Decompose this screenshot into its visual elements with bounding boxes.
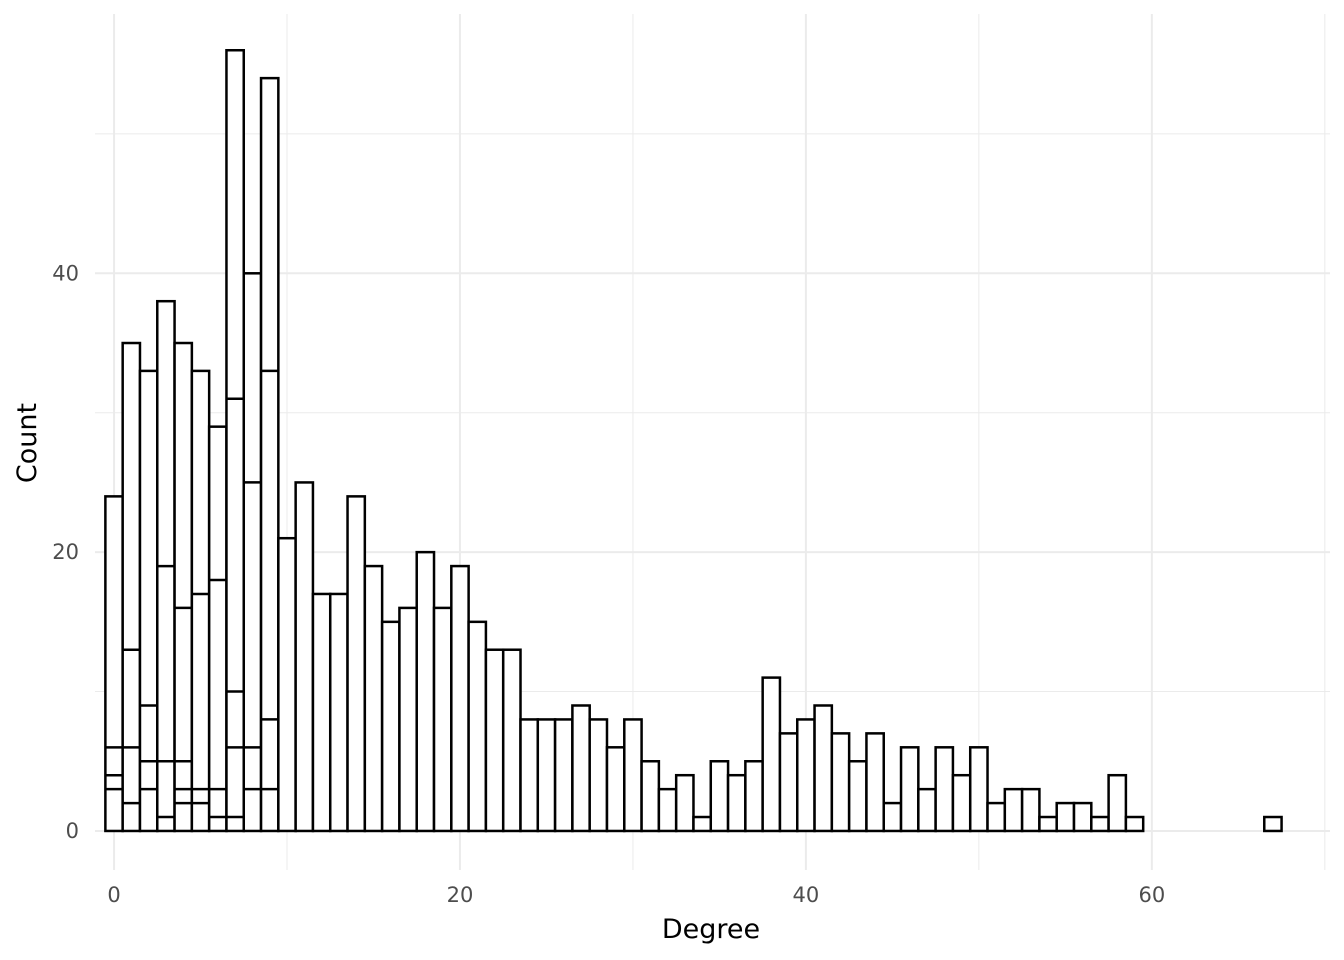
histogram-bar — [432, 606, 453, 833]
histogram-bar — [450, 564, 470, 833]
y-tick-label: 0 — [66, 819, 79, 843]
histogram-bar — [1038, 815, 1058, 833]
histogram-bar — [484, 648, 505, 833]
histogram-bar — [190, 369, 211, 833]
histogram-bars — [104, 48, 1283, 833]
histogram-bar — [277, 536, 297, 833]
histogram-bar — [571, 704, 591, 833]
histogram-bar — [346, 495, 367, 833]
histogram-bar — [709, 760, 730, 833]
histogram-bar — [1263, 815, 1283, 833]
histogram-bar — [173, 341, 194, 833]
histogram-bar — [778, 732, 799, 833]
x-tick-label: 20 — [447, 883, 474, 907]
histogram-bar — [398, 606, 418, 833]
histogram-bar — [813, 704, 834, 833]
histogram-bar — [830, 732, 851, 833]
histogram-bar — [588, 718, 609, 833]
histogram-bar — [917, 787, 937, 833]
x-axis-title: Degree — [662, 914, 760, 945]
histogram-bar — [553, 718, 574, 833]
histogram-bar — [968, 746, 989, 833]
histogram-bar — [1107, 773, 1128, 833]
histogram-bar — [121, 341, 142, 833]
histogram-bar — [796, 718, 816, 833]
histogram-bar — [605, 746, 626, 833]
histogram-bar — [207, 425, 228, 833]
histogram-bar — [467, 620, 488, 833]
histogram-bar — [1124, 815, 1145, 833]
histogram-bar — [501, 648, 522, 833]
histogram-bar — [1072, 801, 1093, 833]
histogram-bar — [657, 787, 678, 833]
x-tick-label: 0 — [107, 883, 120, 907]
histogram-bar — [415, 550, 436, 833]
histogram-bar — [899, 746, 920, 833]
histogram-bar — [847, 760, 868, 833]
x-tick-label: 40 — [793, 883, 820, 907]
histogram-bar — [692, 815, 713, 833]
histogram-bar — [363, 564, 384, 833]
y-tick-label: 40 — [52, 261, 79, 285]
histogram-bar — [623, 718, 643, 833]
histogram-bar — [882, 801, 903, 833]
histogram-bar — [951, 773, 972, 833]
histogram-bar — [519, 718, 540, 833]
histogram-bar — [934, 746, 955, 833]
histogram-bar — [311, 592, 332, 833]
histogram-bar — [328, 592, 349, 833]
histogram-bar — [104, 495, 124, 833]
histogram-bar — [294, 481, 315, 833]
histogram-bar — [536, 718, 557, 833]
histogram-bar — [380, 620, 401, 833]
histogram-bar — [726, 773, 747, 833]
x-tick-label: 60 — [1138, 883, 1165, 907]
histogram-bar — [1020, 787, 1041, 833]
histogram-bar — [1090, 815, 1110, 833]
histogram-bar — [986, 801, 1007, 833]
tick-labels: 0 20 40 60 0 20 40 — [52, 261, 1165, 907]
histogram-bar — [744, 760, 764, 833]
y-tick-label: 20 — [52, 540, 79, 564]
histogram-bar — [761, 676, 782, 833]
histogram-bar — [865, 732, 885, 833]
histogram-bar — [1003, 787, 1024, 833]
histogram-bar — [640, 760, 661, 833]
histogram-bar — [259, 76, 280, 833]
y-axis-title: Count — [12, 403, 43, 483]
histogram-bar — [225, 48, 246, 833]
histogram-bar — [1055, 801, 1076, 833]
histogram-bar — [674, 773, 695, 833]
